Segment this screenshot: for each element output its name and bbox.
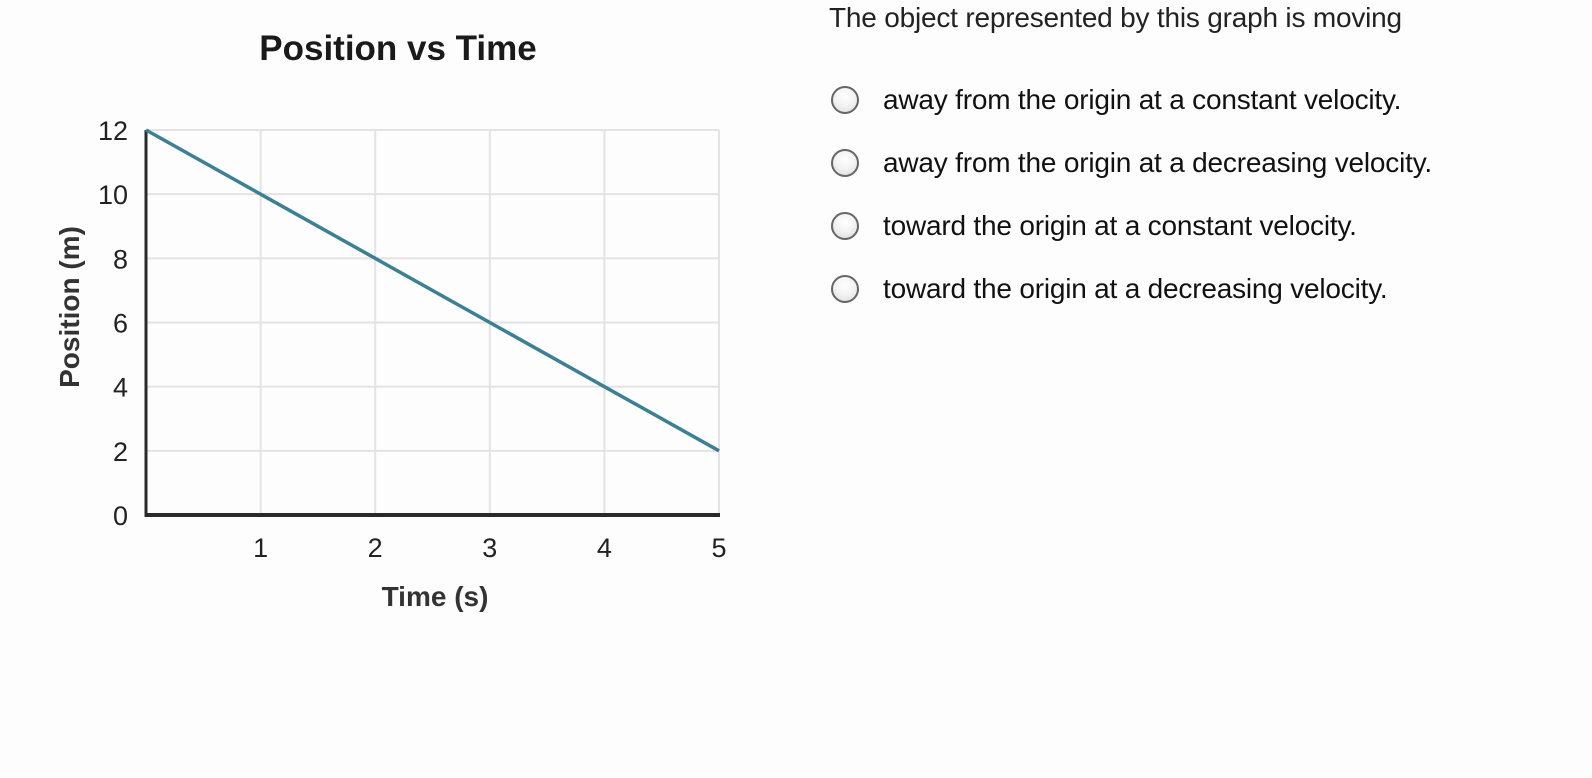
x-tick-label: 4 — [597, 533, 612, 563]
option-1[interactable]: away from the origin at a constant veloc… — [831, 68, 1432, 131]
x-tick-label: 2 — [368, 533, 383, 563]
option-label: toward the origin at a constant velocity… — [883, 209, 1357, 241]
answer-options: away from the origin at a constant veloc… — [831, 68, 1432, 320]
series — [145, 128, 720, 453]
option-label: toward the origin at a decreasing veloci… — [883, 272, 1388, 304]
axes — [144, 130, 720, 517]
x-axis-label: Time (s) — [382, 581, 489, 612]
question-prompt: The object represented by this graph is … — [829, 2, 1402, 33]
y-tick-label: 12 — [98, 116, 128, 146]
y-tick-labels: 0 2 4 6 8 10 12 — [98, 116, 128, 531]
x-tick-labels: 1 2 3 4 5 — [253, 533, 726, 563]
option-3[interactable]: toward the origin at a constant velocity… — [831, 194, 1432, 257]
x-tick-label: 1 — [253, 533, 268, 563]
chart-title: Position vs Time — [259, 29, 537, 68]
option-4[interactable]: toward the origin at a decreasing veloci… — [831, 257, 1432, 320]
y-tick-label: 8 — [113, 244, 128, 274]
x-tick-label: 3 — [482, 533, 497, 563]
option-label: away from the origin at a decreasing vel… — [883, 146, 1432, 178]
grid — [146, 129, 720, 515]
y-axis-label: Position (m) — [54, 226, 85, 388]
option-label: away from the origin at a constant veloc… — [883, 83, 1402, 115]
radio-button[interactable] — [831, 274, 859, 303]
y-tick-label: 4 — [113, 373, 128, 403]
y-tick-label: 10 — [98, 180, 128, 210]
radio-button[interactable] — [831, 85, 859, 114]
x-tick-label: 5 — [711, 533, 726, 563]
y-tick-label: 2 — [113, 437, 128, 467]
y-tick-label: 6 — [113, 309, 128, 339]
y-tick-label: 0 — [113, 501, 128, 531]
option-2[interactable]: away from the origin at a decreasing vel… — [831, 131, 1432, 194]
series-line — [145, 128, 720, 453]
radio-button[interactable] — [831, 211, 859, 240]
radio-button[interactable] — [831, 148, 859, 177]
